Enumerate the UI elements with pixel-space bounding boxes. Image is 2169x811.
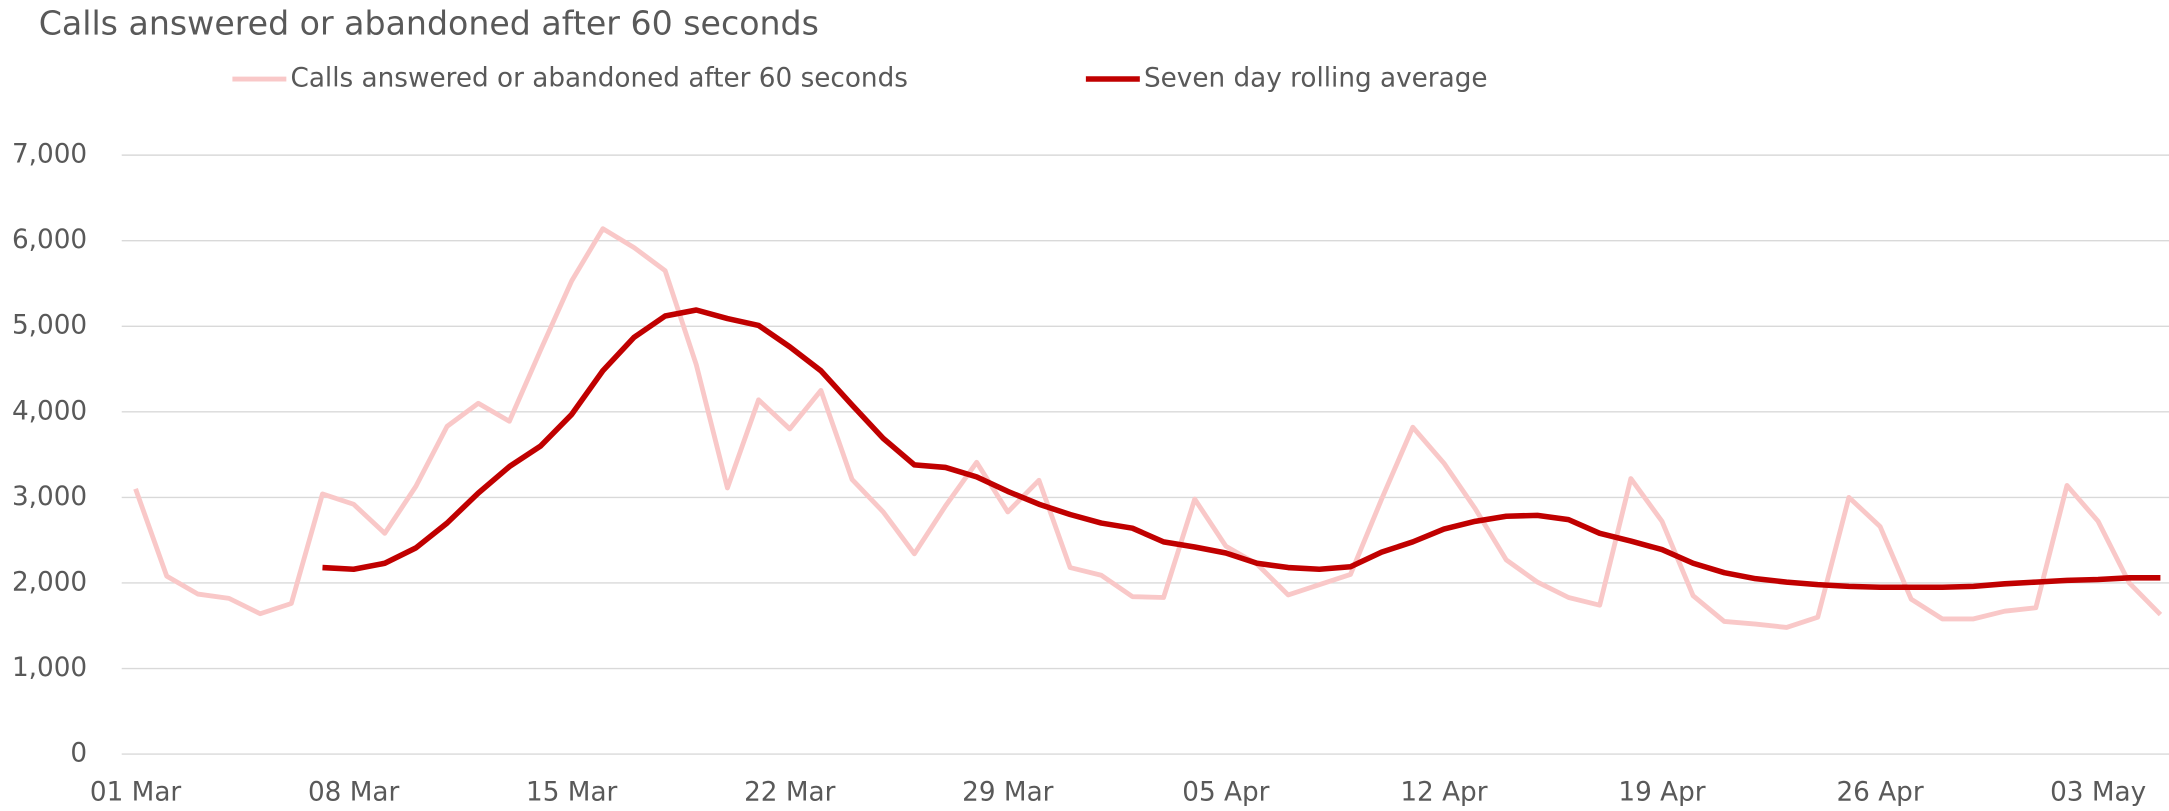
x-tick-label: 05 Apr: [1182, 777, 1269, 807]
x-tick-label: 15 Mar: [526, 777, 618, 807]
y-tick-label: 0: [70, 739, 87, 769]
x-tick-label: 29 Mar: [962, 777, 1054, 807]
x-tick-label: 12 Apr: [1400, 777, 1487, 807]
series-line: [133, 226, 2163, 630]
series-line: [322, 307, 2161, 591]
y-tick-label: 2,000: [12, 567, 87, 597]
x-tick-label: 19 Apr: [1618, 777, 1705, 807]
legend-label: Calls answered or abandoned after 60 sec…: [290, 64, 907, 94]
x-tick-label: 01 Mar: [90, 777, 182, 807]
y-tick-label: 7,000: [12, 140, 87, 170]
y-tick-label: 6,000: [12, 225, 87, 255]
legend-label: Seven day rolling average: [1144, 64, 1488, 94]
x-tick-label: 03 May: [2050, 777, 2146, 807]
y-tick-label: 3,000: [12, 482, 87, 512]
x-tick-label: 08 Mar: [308, 777, 400, 807]
y-tick-label: 4,000: [12, 396, 87, 426]
y-tick-label: 5,000: [12, 311, 87, 341]
chart-title: Calls answered or abandoned after 60 sec…: [39, 4, 819, 43]
x-tick-label: 26 Apr: [1836, 777, 1923, 807]
x-tick-label: 22 Mar: [744, 777, 836, 807]
y-tick-label: 1,000: [12, 653, 87, 683]
